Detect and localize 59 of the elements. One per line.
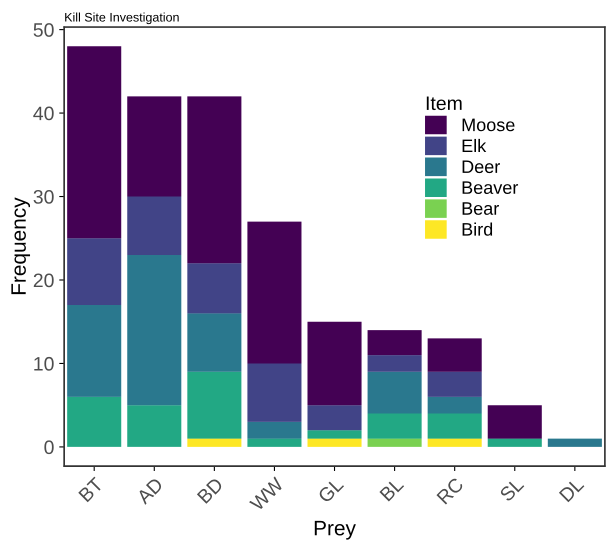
y-tick-label: 10 (34, 356, 54, 371)
x-tick-label: BL (379, 476, 404, 502)
x-tick-label: SL (498, 476, 524, 502)
bar (488, 438, 542, 447)
bar (187, 96, 242, 264)
bar (247, 222, 302, 364)
bar (67, 238, 122, 306)
bar (67, 396, 122, 447)
y-axis-title: Frequency (11, 197, 30, 294)
bar (307, 405, 362, 430)
bar (428, 438, 482, 447)
bar (67, 305, 122, 397)
y-tick-label: 30 (34, 190, 54, 204)
legend-label: Bear (462, 202, 499, 215)
legend-label: Deer (462, 160, 500, 174)
bar (548, 438, 602, 447)
bar (187, 438, 242, 447)
bar (127, 405, 182, 447)
y-tick-label: 0 (44, 440, 54, 454)
bar (488, 405, 542, 439)
legend-label: Elk (462, 138, 486, 152)
x-axis-title: Prey (314, 520, 356, 540)
y-tick-label: 20 (34, 273, 54, 288)
legend-label: Moose (462, 118, 515, 132)
bar (368, 438, 422, 447)
bar (368, 372, 422, 414)
bar (428, 338, 482, 372)
bar (428, 396, 482, 414)
bar (307, 322, 362, 406)
bar (127, 254, 182, 406)
bar (368, 414, 422, 439)
bar (368, 330, 422, 356)
y-tick-label: 50 (34, 23, 54, 37)
bar (247, 363, 302, 422)
x-tick-label: RC (436, 476, 464, 505)
bar (127, 196, 182, 255)
legend-label: Bird (462, 222, 492, 236)
bar (368, 355, 422, 372)
bar (187, 263, 242, 314)
bar (428, 414, 482, 439)
bar (187, 313, 242, 372)
legend-label: Beaver (462, 181, 518, 194)
x-tick-label: WW (249, 476, 284, 512)
legend-title: Item (426, 96, 462, 110)
y-tick-label: 40 (33, 106, 54, 120)
bar (247, 438, 302, 447)
bar (307, 438, 362, 447)
bar (127, 96, 182, 197)
x-tick-label: GL (317, 476, 344, 504)
bar (247, 422, 302, 439)
x-tick-label: BT (78, 476, 104, 502)
bar (428, 372, 482, 397)
bar (187, 372, 242, 439)
chart-title: Kill Site Investigation (65, 12, 179, 24)
x-tick-label: BD (196, 477, 224, 504)
bar (307, 430, 362, 439)
bar (67, 46, 122, 238)
x-tick-label: DL (558, 476, 584, 502)
x-tick-label: AD (136, 477, 164, 505)
